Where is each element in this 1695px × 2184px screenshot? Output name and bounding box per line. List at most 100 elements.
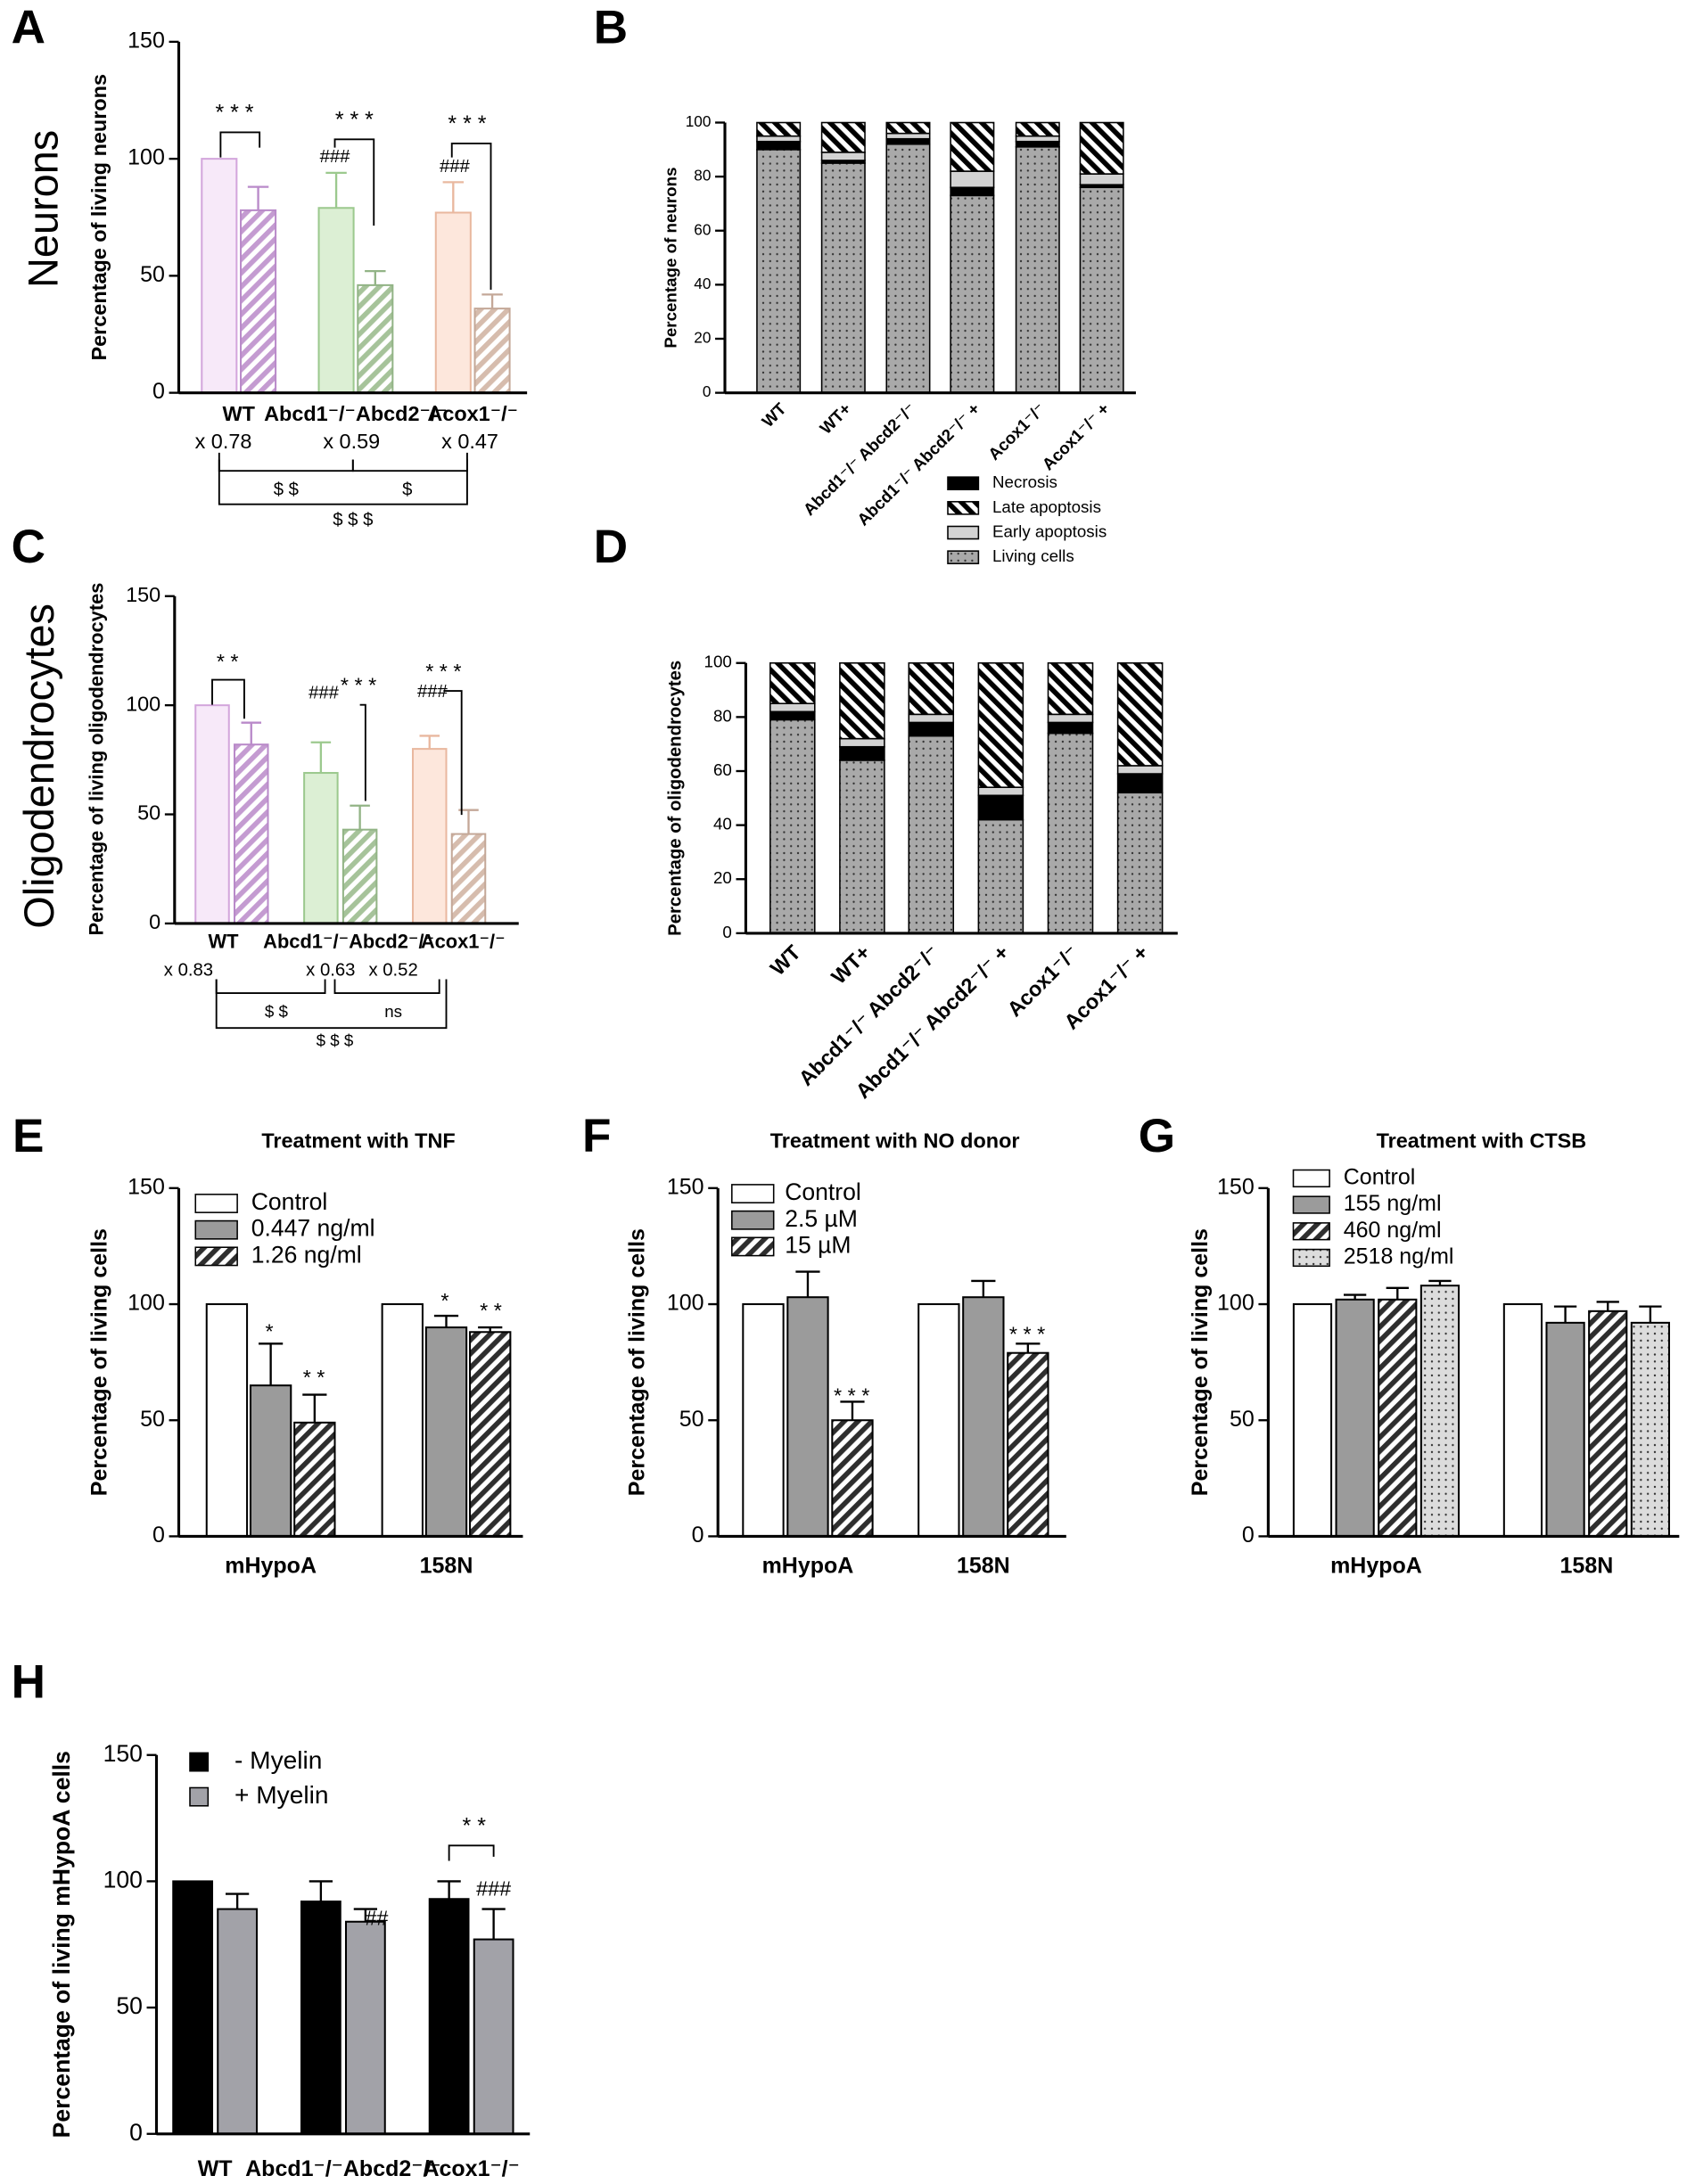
x-tick-label: mHypoA (762, 1553, 854, 1578)
annotation: ### (440, 157, 471, 177)
error-bar (437, 1880, 461, 1900)
x-tick-label: Acox1⁻/⁻ + (1038, 399, 1113, 474)
legend-swatch (1292, 1195, 1330, 1214)
bar-segment (1047, 732, 1094, 934)
bar-segment (756, 121, 802, 137)
annotation: * * * (335, 108, 374, 133)
significance-bracket (215, 979, 326, 994)
x-tick-label: WT (758, 398, 790, 431)
legend-swatch (1292, 1248, 1330, 1268)
annotation: ### (476, 1877, 511, 1901)
significance-bracket (351, 459, 468, 472)
bar (344, 1920, 386, 2135)
legend-label: 0.447 ng/ml (251, 1215, 375, 1242)
bar (450, 833, 487, 924)
y-tick-label: 0 (129, 2119, 143, 2146)
panel: C Oligodendrocytes Percentage of living ol… (12, 521, 519, 1050)
error-bar (1386, 1286, 1409, 1300)
y-tick-label: 100 (686, 112, 712, 130)
bar-segment (839, 745, 885, 761)
bar (1378, 1298, 1418, 1538)
significance-bracket (215, 979, 448, 1030)
bar (786, 1296, 829, 1538)
bar-segment (908, 713, 955, 724)
bar-segment (1079, 121, 1124, 175)
annotation: * * * (448, 111, 486, 136)
x-tick-label: WT+ (827, 940, 875, 989)
bar (293, 1421, 336, 1538)
bar-segment (977, 818, 1024, 934)
panel-label: B (594, 1, 628, 53)
bar (341, 828, 378, 924)
bar-segment (950, 186, 995, 197)
error-bar (478, 1326, 503, 1333)
annotation: * * (480, 1299, 502, 1322)
y-tick-label: 50 (679, 1407, 704, 1432)
legend-swatch (1292, 1169, 1330, 1188)
bar-segment (820, 121, 866, 153)
y-tick-label: 100 (704, 653, 732, 671)
bar-segment (769, 710, 816, 721)
bar-segment (839, 737, 885, 748)
error-bar (419, 735, 440, 750)
x-tick-label: Abcd1⁻/⁻Abcd2⁻/⁻ (245, 2156, 440, 2181)
x-tick-label: Abcd1⁻/⁻ Abcd2⁻/⁻ (800, 399, 919, 519)
error-bar (971, 1279, 996, 1298)
error-bar (1343, 1293, 1367, 1300)
x-tick-label: Acox1⁻/⁻ (427, 402, 518, 425)
annotation: * * * (425, 660, 461, 683)
bar-segment (1116, 765, 1164, 775)
y-tick-label: 150 (667, 1174, 704, 1199)
bar-segment (1116, 773, 1164, 794)
bar-segment (1047, 721, 1094, 735)
annotation: * * (303, 1366, 325, 1389)
bar-segment (1015, 145, 1060, 394)
bar-segment (756, 149, 802, 394)
legend-swatch (194, 1219, 238, 1240)
error-bar (795, 1270, 820, 1298)
x-tick-label: WT (209, 931, 240, 953)
error-bar (310, 741, 332, 774)
y-tick-label: 0 (722, 923, 731, 941)
y-tick-label: 150 (1217, 1174, 1255, 1199)
legend-label: Control (785, 1178, 861, 1205)
annotation: * * (463, 1814, 487, 1839)
annotation: $ (402, 480, 412, 499)
x-tick-label: 158N (1560, 1553, 1614, 1578)
error-bar (350, 804, 370, 830)
bar-segment (908, 661, 955, 716)
bar (962, 1296, 1005, 1538)
bar (1588, 1310, 1628, 1538)
y-tick-label: 150 (128, 28, 165, 53)
y-axis-label: Percentage of living cells (625, 1228, 650, 1496)
chart-title: Treatment with CTSB (1377, 1129, 1587, 1152)
x-tick-label: WT (222, 402, 255, 425)
bar-segment (1047, 713, 1094, 724)
error-bar (259, 1342, 284, 1386)
legend-label: Living cells (992, 546, 1074, 565)
y-tick-label: 40 (713, 815, 732, 833)
bar (205, 1303, 249, 1538)
error-bar (325, 171, 347, 209)
significance-bracket (443, 690, 463, 816)
legend-label: 2.5 µM (785, 1205, 858, 1232)
bar (742, 1303, 785, 1538)
y-axis-label: Percentage of living neurons (87, 74, 111, 360)
bar-segment (756, 135, 802, 143)
y-tick-label: 0 (152, 1523, 165, 1548)
bar (473, 308, 511, 394)
legend-swatch (189, 1752, 210, 1772)
y-tick-label: 150 (103, 1740, 143, 1767)
panel: A Neurons Percentage of living neurons 0 50 1… (12, 1, 528, 530)
bar (201, 158, 238, 394)
x-tick-label: Acox1⁻/⁻ (984, 399, 1049, 464)
error-bar (481, 293, 503, 309)
bar (249, 1384, 292, 1538)
bar-segment (950, 121, 995, 172)
x-tick-label: WT+ (816, 399, 854, 438)
bar-segment (839, 759, 885, 934)
y-tick-label: 0 (692, 1523, 704, 1548)
annotation: ### (309, 683, 340, 702)
